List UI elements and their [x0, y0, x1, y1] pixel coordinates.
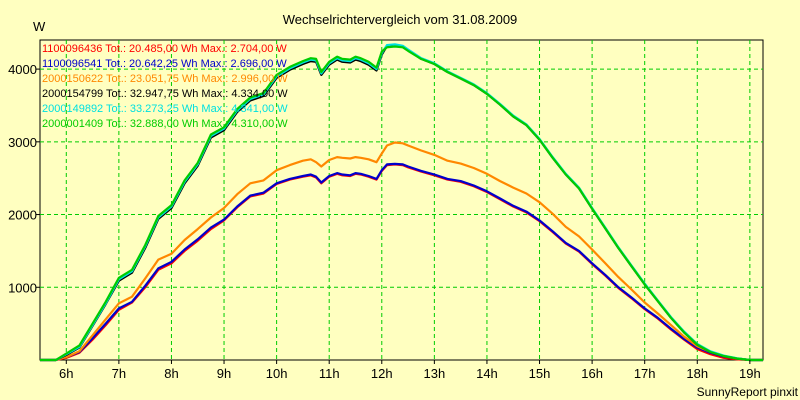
- x-tick-label: 16h: [581, 366, 603, 381]
- x-tick-label: 12h: [371, 366, 393, 381]
- footer-credit: SunnyReport pinxit: [697, 385, 799, 399]
- legend-entry-2000001409: 2000001409 Tot.: 32.888,00 Wh Max.: 4.31…: [42, 118, 288, 130]
- x-tick-label: 11h: [319, 366, 340, 381]
- y-tick-label: 4000: [8, 62, 37, 77]
- x-tick-label: 14h: [476, 366, 498, 381]
- chart-title: Wechselrichtervergleich vom 31.08.2009: [283, 12, 518, 27]
- x-tick-label: 7h: [112, 366, 126, 381]
- y-tick-label: 2000: [8, 208, 37, 223]
- x-axis: 6h 7h 8h 9h 10h 11h 12h 13h 14h 15h 16h 17h 18h 19h: [59, 360, 761, 381]
- legend-entry-2000150622: 2000150622 Tot.: 23.051,75 Wh Max.: 2.99…: [42, 73, 288, 85]
- legend-entry-2000149892: 2000149892 Tot.: 33.273,25 Wh Max.: 4.34…: [42, 103, 288, 115]
- x-tick-label: 6h: [59, 366, 73, 381]
- x-tick-label: 15h: [529, 366, 551, 381]
- x-tick-label: 8h: [164, 366, 178, 381]
- series-line-2000001409: [40, 45, 763, 362]
- x-tick-label: 13h: [424, 366, 446, 381]
- x-tick-label: 18h: [686, 366, 708, 381]
- series-line-1100096541: [40, 162, 763, 362]
- x-tick-label: 10h: [266, 366, 288, 381]
- series-lines: [40, 43, 763, 362]
- y-axis: 1000 2000 3000 4000: [8, 62, 40, 295]
- legend: 1100096436 Tot.: 20.485,00 Wh Max.: 2.70…: [42, 43, 288, 130]
- y-axis-unit: W: [33, 19, 46, 34]
- legend-entry-1100096436: 1100096436 Tot.: 20.485,00 Wh Max.: 2.70…: [42, 43, 287, 55]
- x-tick-label: 19h: [739, 366, 761, 381]
- x-tick-label: 17h: [634, 366, 656, 381]
- legend-entry-1100096541: 1100096541 Tot.: 20.642,25 Wh Max.: 2.69…: [42, 58, 287, 70]
- series-line-2000150622: [40, 141, 763, 362]
- legend-entry-2000154799: 2000154799 Tot.: 32.947,75 Wh Max.: 4.33…: [42, 88, 288, 100]
- y-tick-label: 1000: [8, 280, 37, 295]
- x-tick-label: 9h: [217, 366, 231, 381]
- y-tick-label: 3000: [8, 135, 37, 150]
